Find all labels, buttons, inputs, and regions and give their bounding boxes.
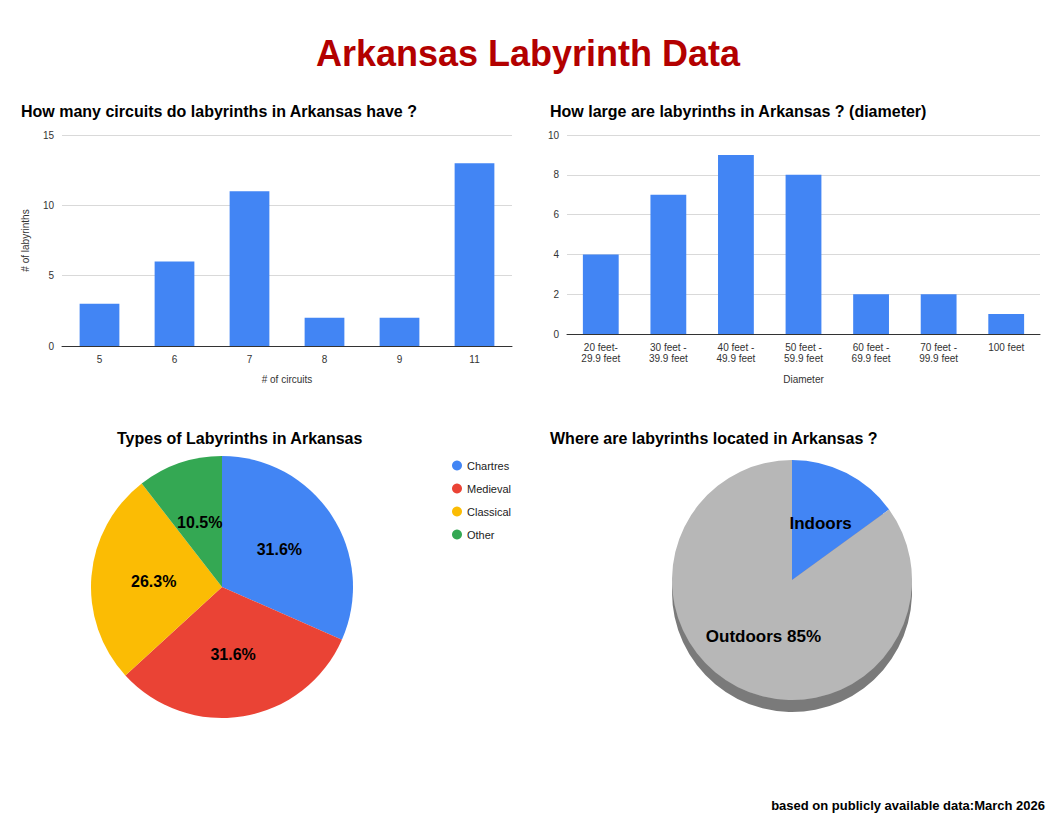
svg-text:69.9 feet: 69.9 feet <box>852 353 891 364</box>
svg-text:20 feet-: 20 feet- <box>584 342 618 353</box>
svg-text:Where are labyrinths located i: Where are labyrinths located in Arkansas… <box>550 430 878 447</box>
svg-text:59.9 feet: 59.9 feet <box>784 353 823 364</box>
svg-text:31.6%: 31.6% <box>210 646 255 663</box>
svg-text:2: 2 <box>553 289 559 300</box>
svg-text:How many circuits do labyrinth: How many circuits do labyrinths in Arkan… <box>21 103 417 120</box>
svg-text:39.9 feet: 39.9 feet <box>649 353 688 364</box>
svg-text:Medieval: Medieval <box>467 483 511 495</box>
svg-text:70 feet -: 70 feet - <box>920 342 957 353</box>
svg-text:26.3%: 26.3% <box>131 573 176 590</box>
svg-text:40 feet -: 40 feet - <box>718 342 755 353</box>
svg-text:Outdoors 85%: Outdoors 85% <box>706 627 821 646</box>
svg-text:8: 8 <box>553 169 559 180</box>
svg-text:60 feet -: 60 feet - <box>853 342 890 353</box>
svg-text:Chartres: Chartres <box>467 460 510 472</box>
svg-text:29.9 feet: 29.9 feet <box>581 353 620 364</box>
svg-text:99.9 feet: 99.9 feet <box>919 353 958 364</box>
svg-text:# of circuits: # of circuits <box>262 374 313 385</box>
svg-text:Indoors: Indoors <box>789 514 851 533</box>
svg-text:0: 0 <box>553 329 559 340</box>
svg-text:100 feet: 100 feet <box>988 342 1024 353</box>
svg-text:How large are labyrinths in Ar: How large are labyrinths in Arkansas ? (… <box>550 103 926 120</box>
svg-text:# of labyrinths: # of labyrinths <box>20 209 31 271</box>
svg-text:8: 8 <box>322 354 328 365</box>
svg-text:49.9 feet: 49.9 feet <box>716 353 755 364</box>
svg-text:6: 6 <box>553 209 559 220</box>
svg-text:4: 4 <box>553 249 559 260</box>
svg-text:9: 9 <box>397 354 403 365</box>
svg-text:7: 7 <box>247 354 253 365</box>
svg-text:31.6%: 31.6% <box>257 541 302 558</box>
svg-text:10: 10 <box>43 200 55 211</box>
svg-text:11: 11 <box>469 354 480 365</box>
svg-text:Other: Other <box>467 529 495 541</box>
svg-text:Diameter: Diameter <box>783 374 824 385</box>
svg-text:10.5%: 10.5% <box>177 514 222 531</box>
svg-text:30 feet -: 30 feet - <box>650 342 687 353</box>
svg-text:6: 6 <box>172 354 178 365</box>
svg-text:15: 15 <box>43 130 55 141</box>
svg-text:5: 5 <box>48 270 54 281</box>
svg-text:based on publicly available da: based on publicly available data:March 2… <box>771 798 1045 813</box>
svg-text:5: 5 <box>97 354 103 365</box>
svg-text:50 feet -: 50 feet - <box>785 342 822 353</box>
svg-text:Types of Labyrinths in Arkansa: Types of Labyrinths in Arkansas <box>117 430 363 447</box>
svg-text:10: 10 <box>548 130 560 141</box>
svg-text:Arkansas Labyrinth Data: Arkansas Labyrinth Data <box>316 33 741 74</box>
svg-text:0: 0 <box>48 341 54 352</box>
svg-text:Classical: Classical <box>467 506 511 518</box>
